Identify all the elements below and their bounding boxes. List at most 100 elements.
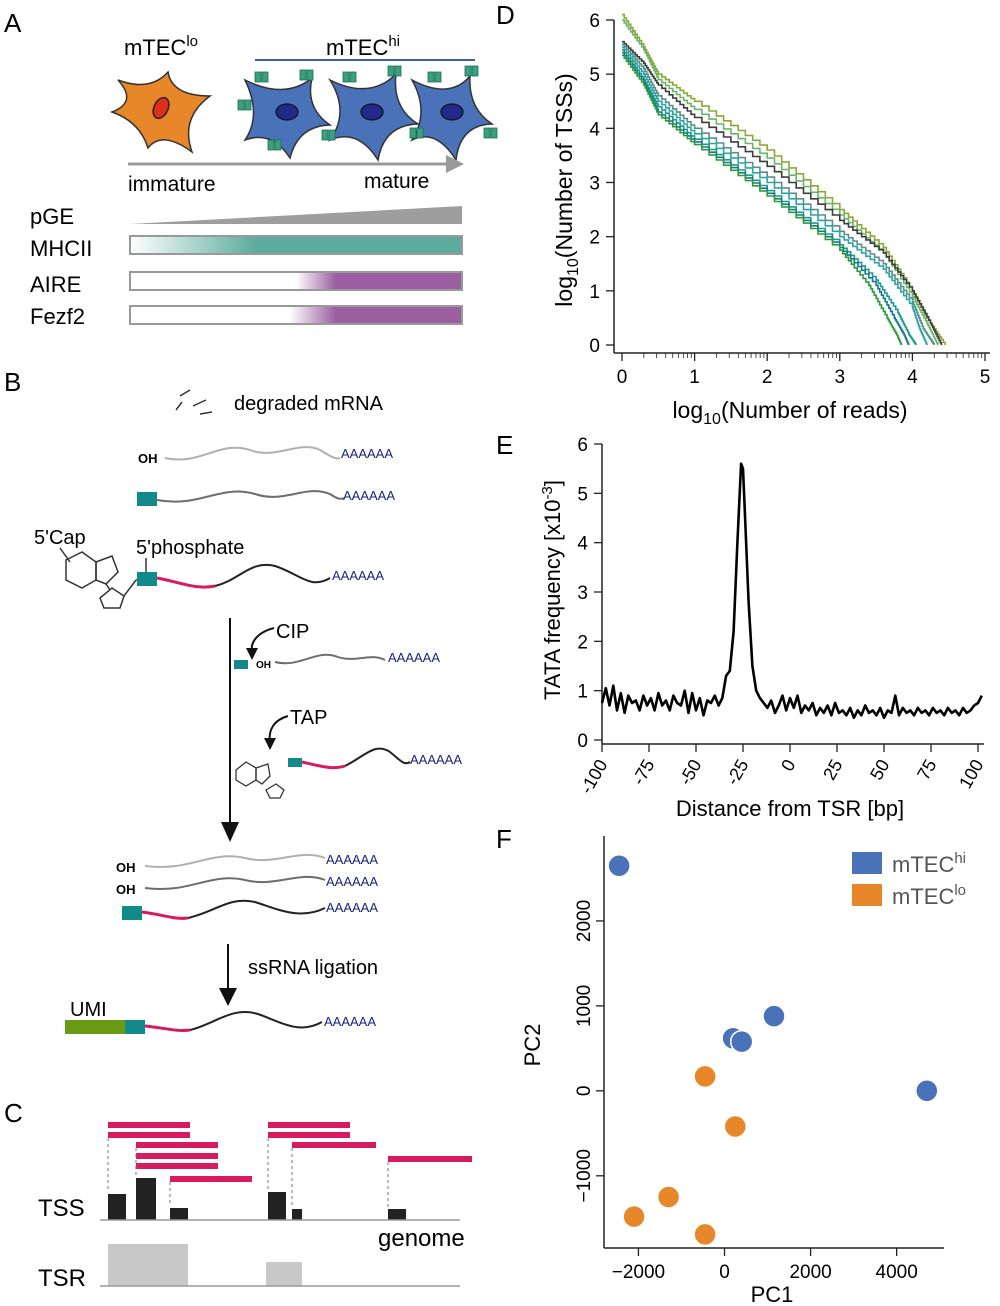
row-label-pge: pGE — [30, 204, 74, 229]
f-point — [622, 1204, 646, 1229]
ligation-arrowhead — [219, 988, 237, 1006]
d-series-line — [622, 51, 910, 345]
e-y-tick-label: 6 — [577, 435, 588, 456]
mtec-hi-cell-1 — [243, 76, 333, 160]
phosphate-label: 5'phosphate — [136, 537, 244, 559]
e-x-tick-label: 100 — [955, 756, 987, 792]
e-x-tick-label: -100 — [576, 756, 611, 797]
f-point — [915, 1079, 939, 1103]
d-y-tick-label: 5 — [589, 65, 600, 86]
d-x-tick-label: 5 — [980, 367, 991, 388]
d-y-tick-label: 4 — [589, 119, 600, 140]
d-series-line — [622, 40, 943, 345]
panel-letter-c: C — [4, 1098, 23, 1128]
rna-final-3 — [187, 899, 326, 919]
f-y-tick-label: −1000 — [574, 1149, 595, 1202]
f-point — [729, 1029, 754, 1054]
chart-tata-frequency: -100 -75 -50 -25 0 25 50 75 100 0 1 2 3 4 5 6 — [576, 435, 987, 797]
cip-label: CIP — [276, 621, 309, 643]
chart-pca: −2000 0 2000 4000 −1000 0 1000 2000 — [574, 836, 944, 1283]
f-y-tick-label: 1000 — [574, 985, 595, 1027]
e-y-tick-label: 2 — [577, 632, 588, 653]
e-x-tick-label: 0 — [777, 756, 799, 775]
f-x-tick-label: 2000 — [789, 1262, 831, 1283]
e-y-tick-label: 4 — [577, 534, 588, 555]
f-point — [656, 1185, 681, 1209]
rna-capped — [214, 563, 331, 587]
phosphate-block-2 — [137, 572, 157, 586]
pge-wedge — [130, 206, 462, 224]
legend-label-mtec-lo: mTEClo — [892, 882, 966, 909]
oh-label-3: OH — [116, 882, 136, 897]
panel-letter-b: B — [4, 367, 21, 397]
phosphate-block-1 — [137, 492, 157, 506]
d-y-tick-label: 2 — [589, 228, 600, 249]
e-x-tick-label: -50 — [675, 756, 705, 789]
f-point — [693, 1064, 717, 1089]
legend-swatch-mtec-lo — [852, 884, 882, 906]
panel-letter-e: E — [496, 430, 513, 460]
f-x-tick-label: 4000 — [876, 1262, 918, 1283]
polya-6: AAAAAA — [326, 852, 378, 867]
polya-8: AAAAAA — [326, 900, 378, 915]
row-label-aire: AIRE — [30, 272, 81, 297]
tap-phosphate-block — [288, 758, 302, 767]
mtec-lo-nucleus — [152, 96, 170, 120]
e-y-tick-label: 1 — [577, 682, 588, 703]
panel-c: C TSS — [4, 1098, 472, 1292]
umi-block — [65, 1020, 125, 1034]
e-x-tick-label: -25 — [722, 756, 752, 789]
panel-a: A mTEClo mTEChi — [4, 8, 498, 329]
genome-label: genome — [378, 1225, 465, 1252]
d-series-line — [622, 43, 935, 345]
f-point — [723, 1114, 748, 1139]
d-series-line — [622, 13, 946, 345]
read-bars — [108, 1122, 472, 1182]
e-x-tick-label: -75 — [628, 756, 658, 789]
polya-7: AAAAAA — [326, 874, 378, 889]
read-guide-lines — [107, 1138, 389, 1208]
panel-letter-d: D — [496, 0, 515, 30]
legend-swatch-mtec-hi — [852, 852, 882, 874]
tap-arrowhead — [264, 738, 276, 750]
tss-label: TSS — [38, 1195, 85, 1222]
polya-2: AAAAAA — [343, 488, 395, 503]
polya-1: AAAAAA — [341, 446, 393, 461]
rna-final-3-5prime — [141, 910, 189, 920]
rna-tap-5prime — [301, 760, 346, 770]
f-point — [762, 1004, 786, 1028]
f-x-axis-label: PC1 — [751, 1282, 794, 1306]
d-y-tick-label: 6 — [589, 11, 600, 32]
panel-d: D 0 1 2 3 4 5 0 1 2 3 4 5 6 log10(Number of reads) l… — [496, 0, 990, 428]
mhc-receptors — [237, 65, 498, 151]
rna-tap — [344, 747, 411, 767]
umi-label: UMI — [70, 999, 107, 1021]
panel-letter-a: A — [4, 8, 22, 38]
mtec-hi-cell-3 — [409, 73, 495, 163]
cap-label: 5'Cap — [34, 527, 86, 549]
oh-label-2: OH — [116, 860, 136, 875]
degraded-fragments-icon — [175, 389, 213, 415]
d-x-tick-label: 3 — [835, 367, 846, 388]
e-y-tick-label: 3 — [577, 583, 588, 604]
d-series-line — [622, 49, 917, 345]
e-series-line — [600, 462, 983, 720]
mhcii-bar — [129, 235, 463, 255]
d-x-axis-label: log10(Number of reads) — [672, 397, 907, 428]
panel-f: F −2000 0 2000 4000 −1000 0 1000 2000 PC1 PC2 m… — [496, 824, 966, 1306]
workflow-arrowhead — [221, 822, 239, 842]
rna-phosphate — [156, 490, 345, 503]
f-point — [607, 853, 631, 878]
e-x-axis-label: Distance from TSR [bp] — [676, 796, 904, 821]
fezf2-bar — [129, 305, 463, 325]
aire-bar — [129, 271, 463, 291]
cip-phosphate-block — [234, 660, 248, 669]
d-x-tick-label: 2 — [762, 367, 773, 388]
cap-structure-icon — [59, 547, 138, 609]
legend-label-mtec-hi: mTEChi — [892, 850, 966, 877]
d-x-tick-label: 0 — [617, 367, 628, 388]
rna-degraded — [164, 446, 341, 461]
rna-ligated — [189, 1011, 323, 1031]
d-y-axis-label: log10(Number of TSSs) — [551, 73, 582, 306]
